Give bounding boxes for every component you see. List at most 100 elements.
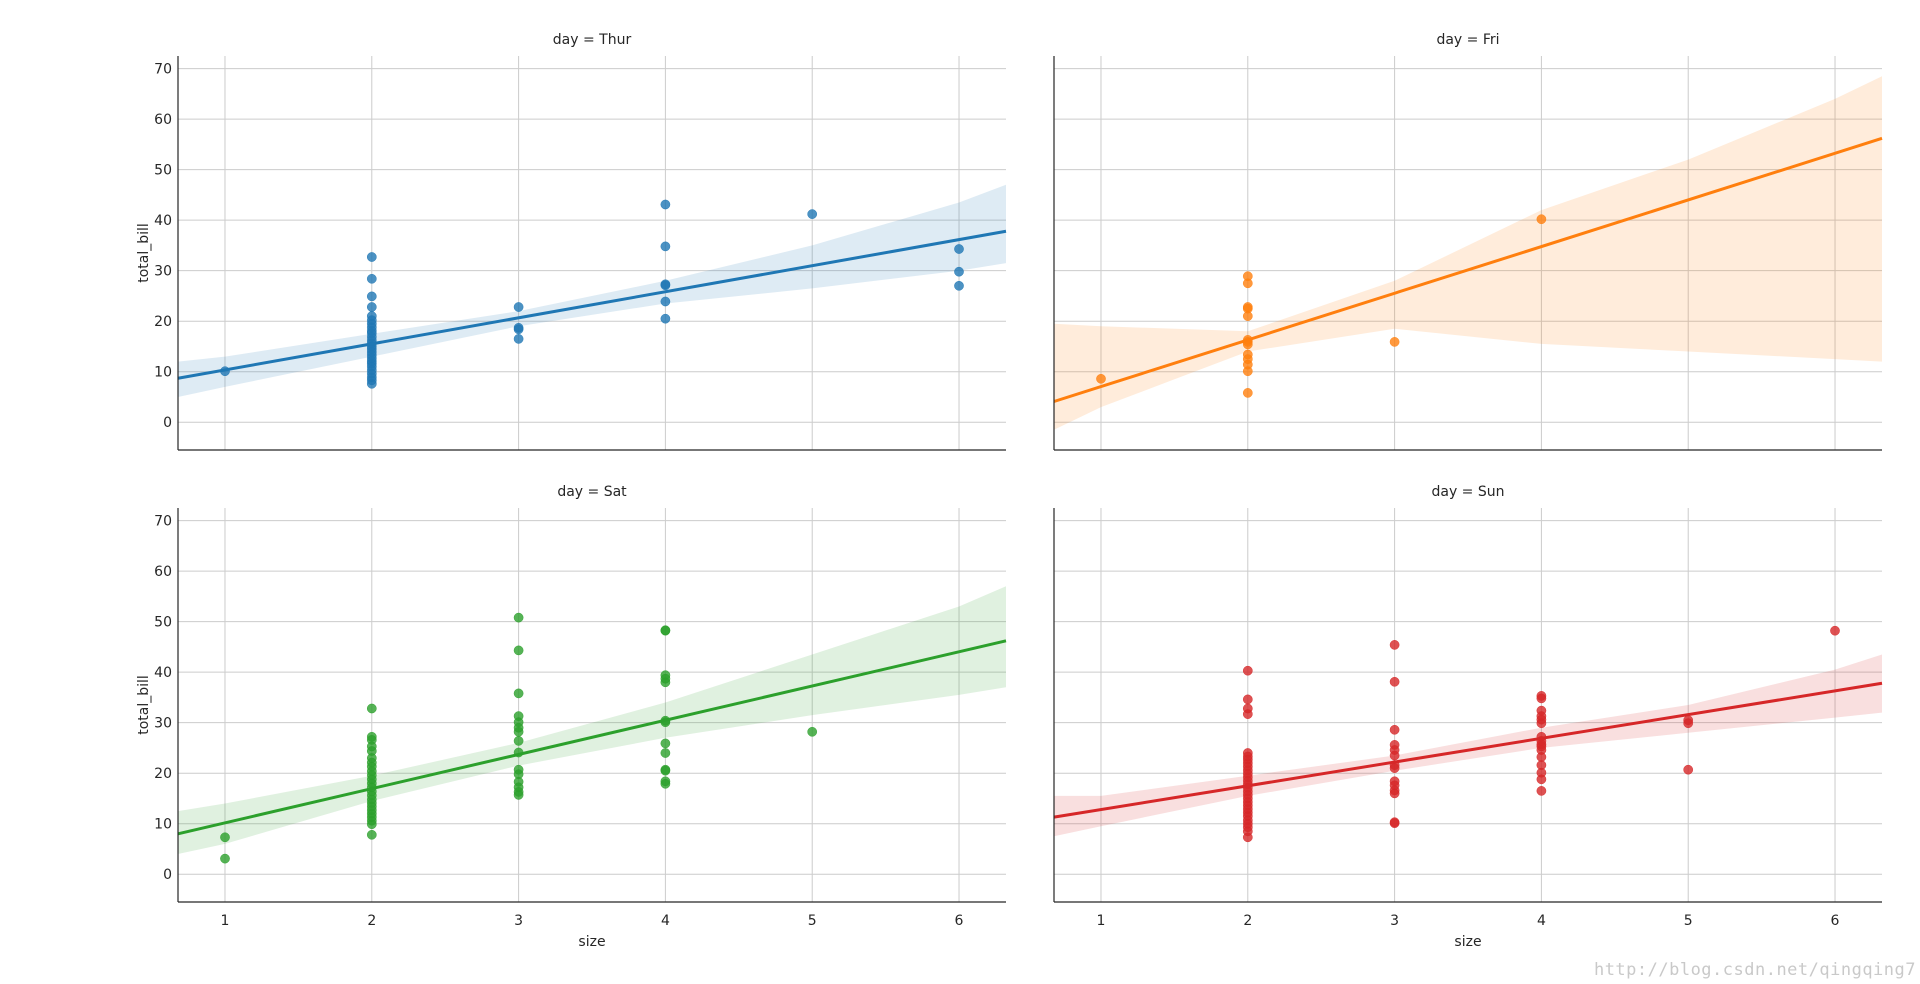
data-point [1389, 750, 1400, 761]
x-tick-label: 4 [1537, 913, 1546, 929]
data-point [660, 280, 671, 291]
data-point [1242, 709, 1253, 719]
data-point [513, 645, 524, 656]
data-point [1536, 752, 1547, 762]
data-point [366, 302, 377, 312]
y-tick-label: 60 [154, 564, 172, 580]
regression-line [177, 229, 1007, 380]
data-point [1242, 832, 1253, 843]
data-point [513, 726, 524, 737]
data-point [1536, 786, 1547, 796]
data-point [1830, 625, 1840, 636]
data-point [366, 829, 377, 840]
y-tick-label: 20 [154, 766, 172, 782]
data-point [660, 738, 671, 749]
data-point [513, 302, 524, 312]
data-point [1683, 764, 1694, 775]
x-tick-label: 5 [1684, 913, 1693, 929]
data-point [1242, 278, 1253, 289]
data-point [954, 244, 964, 254]
y-axis-label: total_bill [136, 675, 152, 735]
y-tick-label: 20 [154, 314, 172, 330]
facet-title: day = Fri [1436, 32, 1499, 48]
x-tick-label: 5 [808, 913, 817, 929]
data-point [366, 819, 377, 830]
y-tick-label: 30 [154, 264, 172, 280]
data-point [1536, 774, 1547, 785]
x-tick-label: 2 [367, 913, 376, 929]
x-tick-label: 3 [1390, 913, 1399, 929]
data-point [1536, 718, 1547, 729]
data-point [513, 612, 524, 623]
data-point [1683, 718, 1694, 729]
data-point [660, 313, 671, 324]
data-point [220, 832, 230, 843]
confidence-band [1054, 76, 1882, 430]
data-point [366, 291, 377, 302]
y-tick-label: 40 [154, 213, 172, 229]
y-tick-label: 50 [154, 615, 172, 631]
data-point [660, 778, 671, 789]
data-point [660, 748, 671, 758]
data-point [807, 726, 818, 737]
data-point [660, 199, 671, 210]
x-tick-label: 1 [1097, 913, 1106, 929]
regression-line [1053, 681, 1883, 819]
x-tick-label: 4 [661, 913, 670, 929]
x-axis-label: size [1454, 934, 1481, 950]
y-tick-label: 0 [163, 867, 172, 883]
facet-day-fri: day = Fri [1053, 32, 1883, 451]
x-tick-label: 6 [1831, 913, 1840, 929]
x-tick-label: 2 [1243, 913, 1252, 929]
facet-title: day = Sat [557, 484, 627, 500]
data-point [660, 296, 671, 307]
facet-day-thur: day = Thur 0 10 20 30 40 50 60 70 total_bill [136, 32, 1007, 451]
x-tick-label: 1 [221, 913, 230, 929]
data-point [660, 677, 671, 688]
data-point [513, 324, 524, 335]
regression-line [1053, 136, 1883, 403]
regression-line [177, 639, 1007, 836]
data-point [366, 252, 377, 262]
facet-day-sun: day = Sun 1 2 3 4 5 6 size [1053, 484, 1883, 950]
y-tick-label: 50 [154, 163, 172, 179]
y-tick-label: 0 [163, 415, 172, 431]
data-point [1389, 788, 1400, 799]
confidence-band [178, 184, 1006, 397]
data-point [513, 334, 524, 344]
x-axis-label: size [578, 934, 605, 950]
data-point [1242, 311, 1253, 321]
x-tick-label: 6 [955, 913, 964, 929]
data-point [1389, 676, 1400, 687]
data-point [660, 241, 671, 252]
data-point [954, 280, 964, 291]
data-point [1536, 214, 1547, 225]
facet-day-sat: day = Sat 0 10 20 30 40 50 60 70 total_bill 1 2 3 4 5 6… [136, 484, 1007, 950]
data-point [1242, 665, 1253, 676]
y-tick-label: 60 [154, 112, 172, 128]
data-point [1242, 366, 1253, 377]
data-point [366, 273, 377, 284]
y-tick-label: 10 [154, 365, 172, 381]
data-point [660, 625, 671, 636]
data-point [807, 209, 818, 219]
data-point [660, 765, 671, 776]
y-tick-label: 70 [154, 62, 172, 78]
data-point [1389, 724, 1400, 735]
y-tick-label: 30 [154, 716, 172, 732]
data-point [366, 378, 377, 389]
data-point [220, 853, 230, 864]
data-point [1096, 373, 1106, 384]
data-point [1389, 763, 1400, 773]
data-point [513, 688, 524, 699]
data-point [1389, 818, 1400, 829]
confidence-band [178, 586, 1006, 854]
y-tick-label: 40 [154, 665, 172, 681]
y-tick-label: 10 [154, 817, 172, 833]
data-point [1536, 693, 1547, 704]
data-point [513, 790, 524, 800]
data-point [1389, 640, 1400, 650]
facet-title: day = Thur [553, 32, 632, 48]
